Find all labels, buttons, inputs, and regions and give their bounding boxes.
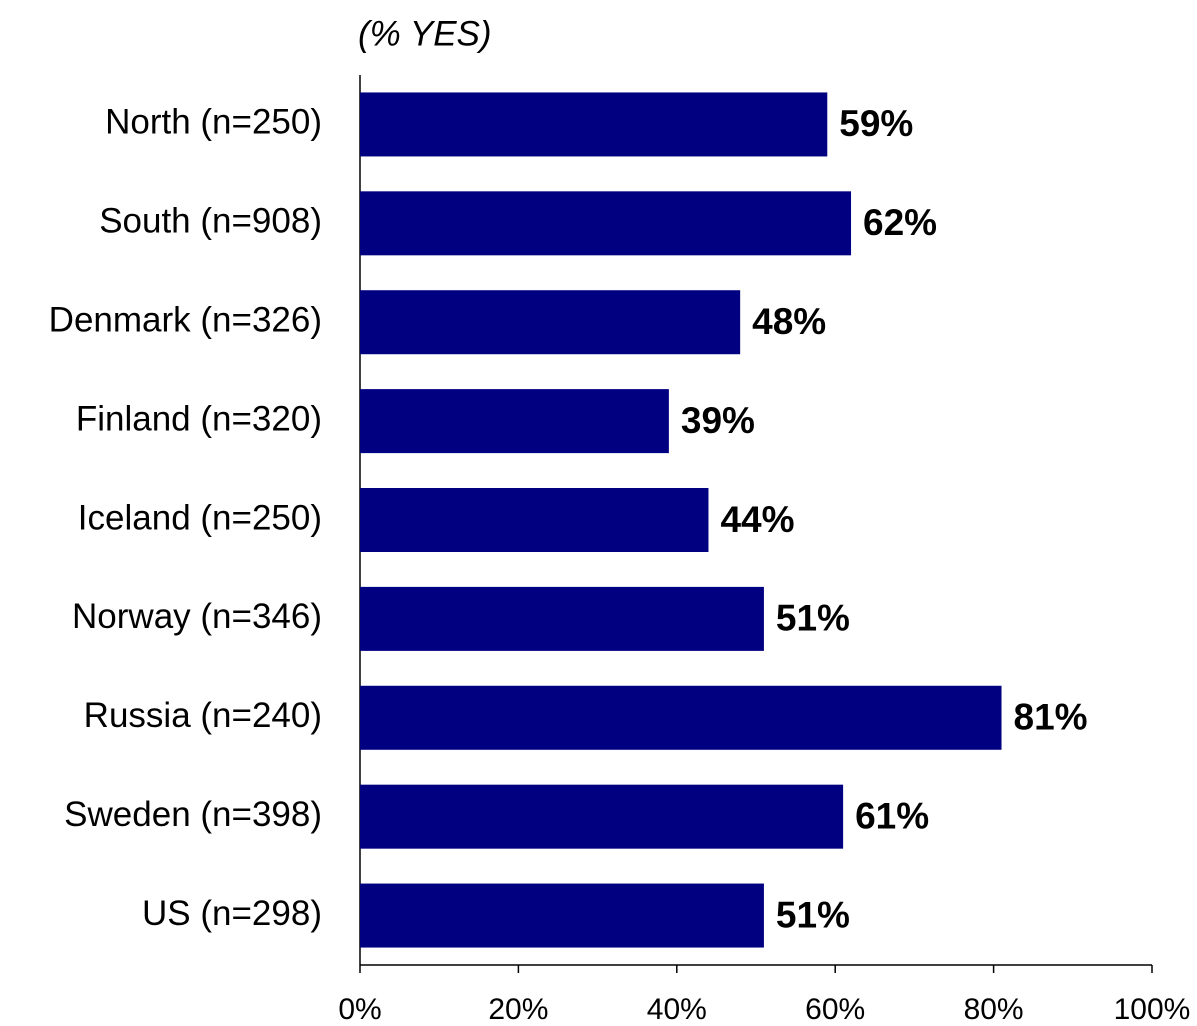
y-tick-label: US (n=298)	[142, 894, 322, 933]
value-label: 39%	[681, 400, 755, 441]
value-label: 81%	[1014, 697, 1088, 738]
value-label: 62%	[863, 202, 937, 243]
bar	[360, 389, 669, 454]
y-tick-label: North (n=250)	[105, 103, 322, 142]
bar	[360, 488, 709, 552]
value-label: 59%	[839, 103, 913, 144]
value-label: 51%	[776, 598, 850, 639]
bar	[360, 883, 764, 948]
value-label: 48%	[752, 301, 826, 342]
value-label: 51%	[776, 894, 850, 935]
chart-subtitle: (% YES)	[358, 14, 492, 53]
bar	[360, 685, 1002, 750]
y-tick-label: Finland (n=320)	[76, 399, 322, 438]
value-label: 61%	[855, 795, 929, 836]
bar	[360, 191, 852, 256]
x-tick-label: 100%	[1114, 993, 1191, 1026]
x-tick-label: 0%	[338, 993, 381, 1026]
bar	[360, 290, 741, 355]
bar	[360, 784, 844, 849]
x-tick-label: 20%	[488, 993, 548, 1026]
y-tick-label: South (n=908)	[99, 202, 322, 241]
y-tick-label: Iceland (n=250)	[78, 498, 322, 537]
y-tick-label: Norway (n=346)	[72, 597, 322, 636]
value-label: 44%	[720, 499, 794, 540]
x-tick-label: 40%	[647, 993, 707, 1026]
bar	[360, 586, 764, 651]
y-tick-label: Russia (n=240)	[84, 696, 322, 735]
bar	[360, 92, 828, 157]
y-tick-label: Denmark (n=326)	[49, 300, 322, 339]
x-tick-label: 80%	[964, 993, 1024, 1026]
x-tick-label: 60%	[805, 993, 865, 1026]
y-tick-label: Sweden (n=398)	[64, 795, 322, 834]
